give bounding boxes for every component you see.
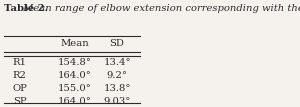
Text: R1: R1 bbox=[13, 59, 27, 68]
Text: 13.8°: 13.8° bbox=[103, 84, 131, 93]
Text: Mean: Mean bbox=[60, 39, 89, 48]
Text: SD: SD bbox=[110, 39, 124, 48]
Text: OP: OP bbox=[13, 84, 28, 93]
Text: 9.2°: 9.2° bbox=[106, 71, 128, 80]
Text: 9.03°: 9.03° bbox=[103, 97, 131, 106]
Text: 13.4°: 13.4° bbox=[103, 59, 131, 68]
Text: 154.8°: 154.8° bbox=[58, 59, 92, 68]
Text: R2: R2 bbox=[13, 71, 26, 80]
Text: SP: SP bbox=[13, 97, 26, 106]
Text: 155.0°: 155.0° bbox=[58, 84, 92, 93]
Text: 164.0°: 164.0° bbox=[58, 71, 92, 80]
Text: 164.0°: 164.0° bbox=[58, 97, 92, 106]
Text: Table 2.: Table 2. bbox=[4, 4, 48, 13]
Text: Mean range of elbow extension corresponding with the recorded data: Mean range of elbow extension correspond… bbox=[20, 4, 300, 13]
